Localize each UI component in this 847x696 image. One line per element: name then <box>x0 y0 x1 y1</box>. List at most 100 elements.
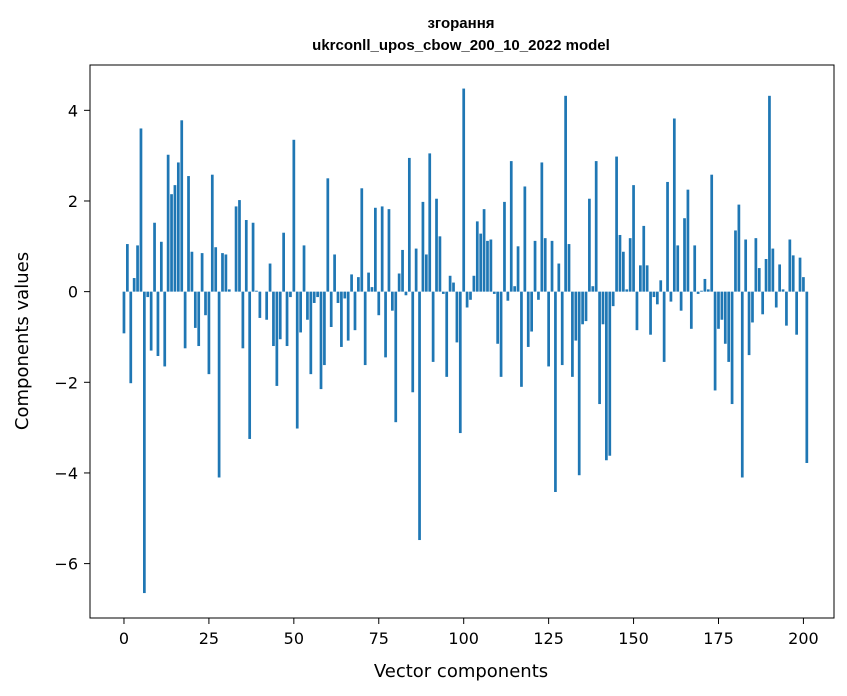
bar <box>316 291 319 298</box>
bar <box>353 291 357 331</box>
bar <box>479 233 483 292</box>
bar <box>401 249 404 292</box>
bar <box>581 291 584 325</box>
bar <box>441 291 445 294</box>
bar <box>577 291 581 476</box>
bar <box>785 291 788 326</box>
bar <box>727 291 731 362</box>
bar <box>774 291 778 308</box>
bar <box>482 209 486 292</box>
bar <box>391 291 394 311</box>
bar <box>197 291 201 347</box>
bar <box>200 253 204 292</box>
bar <box>374 207 377 292</box>
bar <box>509 161 513 292</box>
bar <box>768 95 771 292</box>
bar <box>652 291 656 298</box>
bar <box>574 291 578 341</box>
bar <box>407 157 411 292</box>
bar <box>584 291 588 322</box>
bar <box>217 291 221 478</box>
bar <box>323 291 326 366</box>
bar <box>530 291 533 332</box>
bar <box>683 218 686 292</box>
bar <box>333 254 336 292</box>
bar <box>666 181 669 292</box>
bar <box>170 194 173 292</box>
bar <box>778 264 781 292</box>
bar <box>717 291 720 329</box>
bar <box>143 291 146 594</box>
bars-group <box>122 88 809 594</box>
bar <box>710 174 714 292</box>
bar <box>241 291 245 349</box>
bar <box>513 286 517 292</box>
chart-subtitle: ukrconll_upos_cbow_200_10_2022 model <box>312 37 610 54</box>
bar <box>547 291 550 367</box>
bar <box>475 221 479 292</box>
bar <box>282 232 285 292</box>
x-axis-label: Vector components <box>374 661 548 682</box>
bar <box>424 254 428 292</box>
bar <box>472 275 476 292</box>
bar <box>227 289 231 292</box>
bar <box>564 95 567 292</box>
bar <box>805 291 809 463</box>
bar <box>639 265 642 292</box>
bar <box>312 291 316 303</box>
bar <box>795 291 798 335</box>
bar <box>414 248 418 292</box>
bar <box>523 186 527 292</box>
bar <box>496 291 500 344</box>
bar <box>781 289 785 292</box>
bar <box>122 291 126 334</box>
bar <box>139 128 143 292</box>
bar <box>506 291 510 301</box>
bar <box>605 291 608 461</box>
bar <box>659 280 663 292</box>
bar <box>221 253 224 292</box>
bar <box>662 291 666 362</box>
y-tick-label: 0 <box>68 283 78 302</box>
bar <box>469 291 472 300</box>
bar <box>190 251 194 292</box>
bar <box>272 291 275 347</box>
bar <box>676 245 680 292</box>
bar <box>788 239 792 292</box>
bar <box>713 291 717 391</box>
bar <box>635 291 639 331</box>
bar <box>618 234 622 292</box>
bar <box>734 230 737 292</box>
y-tick-label: 2 <box>68 192 78 211</box>
x-axis-ticks: 0 25 50 75 100 125 150 175 200 <box>119 618 819 648</box>
bar <box>611 291 615 307</box>
y-tick-label: −6 <box>54 555 78 574</box>
bar <box>445 291 449 377</box>
bar <box>346 291 350 341</box>
y-axis-label: Components values <box>12 252 33 430</box>
y-tick-label: −2 <box>54 373 78 392</box>
bar <box>700 290 703 292</box>
bar <box>757 268 761 292</box>
bar <box>591 286 595 292</box>
bar <box>380 206 384 292</box>
bar <box>669 291 673 302</box>
bar <box>520 291 523 387</box>
bar <box>615 156 618 292</box>
bar <box>234 206 238 292</box>
bar <box>751 291 754 323</box>
bar <box>404 291 408 296</box>
bar <box>377 291 381 316</box>
bar <box>448 275 452 292</box>
bar <box>689 291 693 329</box>
bar <box>428 153 432 292</box>
bar <box>275 291 279 386</box>
bar <box>747 291 751 356</box>
bar <box>187 176 190 292</box>
bar <box>567 244 571 292</box>
bar <box>625 289 629 292</box>
x-tick-label: 0 <box>119 629 129 648</box>
bar <box>557 263 561 292</box>
bar <box>224 254 228 292</box>
bar <box>465 291 469 308</box>
